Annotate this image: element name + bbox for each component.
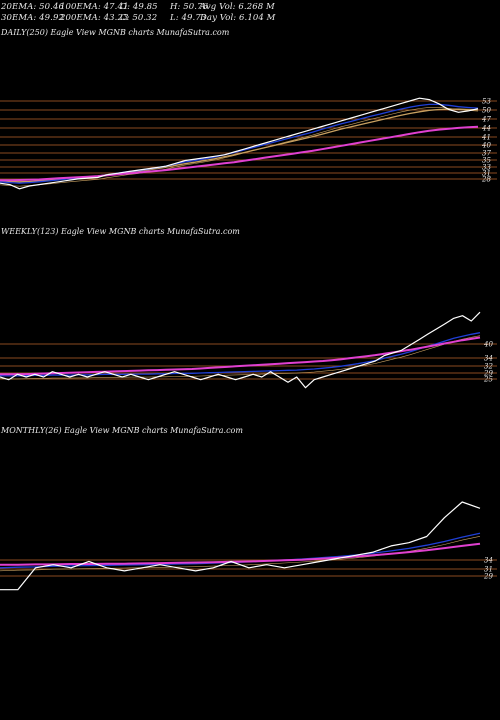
- y-tick-label: 40: [483, 341, 493, 349]
- y-tick-label: 33: [482, 164, 491, 172]
- series-ema-short-line: [0, 332, 481, 377]
- y-tick-label: 35: [482, 157, 491, 165]
- y-tick-label: 34: [484, 355, 493, 363]
- series-ema-mid-line: [0, 108, 479, 183]
- series-price-line: [0, 311, 481, 389]
- series-ema-short-trail: [0, 335, 481, 380]
- y-tick-label: 29: [483, 573, 493, 581]
- stat-open: O: 49.85: [120, 2, 158, 12]
- y-tick-label: 28: [481, 176, 491, 184]
- stat-ema200: 200EMA: 43.23: [60, 13, 129, 23]
- stat-ema100: 100EMA: 47.41: [60, 2, 129, 12]
- weekly-chart-title: WEEKLY(123) Eagle View MGNB charts Munaf…: [1, 227, 240, 236]
- series-ema-long-line: [0, 125, 479, 182]
- stat-close: C: 50.32: [120, 13, 158, 23]
- y-tick-label: 40: [481, 142, 491, 150]
- y-tick-label: 37: [482, 150, 491, 158]
- y-tick-label: 41: [481, 134, 491, 142]
- stat-ema30: 30EMA: 49.92: [1, 13, 64, 23]
- monthly-chart-title: MONTHLY(26) Eagle View MGNB charts Munaf…: [1, 426, 243, 435]
- y-tick-label: 29: [483, 370, 493, 378]
- y-tick-label: 53: [482, 98, 491, 106]
- y-tick-label: 47: [481, 116, 491, 124]
- series-price-line: [0, 501, 481, 591]
- y-tick-label: 25: [483, 376, 493, 384]
- y-tick-label: 50: [482, 107, 491, 115]
- stat-avg-vol: Avg Vol: 6.268 M: [200, 2, 275, 12]
- series-ema-short-trail: [0, 107, 479, 187]
- series-price-line: [0, 97, 479, 190]
- series-ema-short-line: [0, 103, 479, 184]
- y-tick-label: 31: [484, 566, 493, 574]
- stat-low: L: 49.73: [170, 13, 207, 23]
- daily-chart-title: DAILY(250) Eagle View MGNB charts Munafa…: [1, 28, 230, 37]
- stat-day-vol: Day Vol: 6.104 M: [200, 13, 276, 23]
- series-ema-long-line: [0, 336, 481, 376]
- stat-ema20: 20EMA: 50.46: [1, 2, 64, 12]
- y-tick-label: 31: [482, 170, 491, 178]
- y-tick-label: 44: [481, 125, 491, 133]
- y-tick-label: 34: [484, 557, 493, 565]
- stat-high: H: 50.76: [170, 2, 209, 12]
- y-tick-label: 32: [484, 363, 493, 371]
- series-ema-long-line: [0, 542, 481, 566]
